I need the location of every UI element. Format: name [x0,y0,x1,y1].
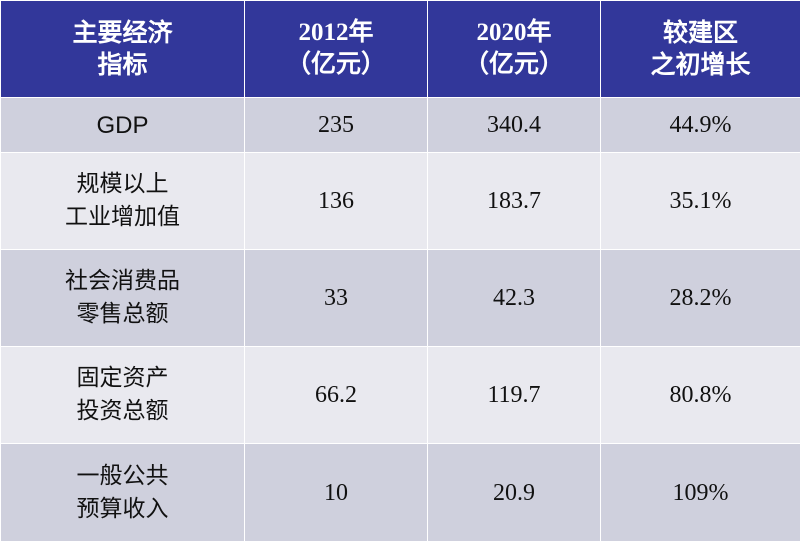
header-2020-line1: 2020年 [428,17,600,49]
row-label-line1: GDP [1,109,244,142]
header-2012: 2012年 （亿元） [245,1,428,98]
header-row: 主要经济 指标 2012年 （亿元） 2020年 （亿元） 较建区 之初增长 [1,1,800,98]
cell-2020: 119.7 [428,347,601,444]
header-2012-line2: （亿元） [245,49,427,81]
header-growth-line2: 之初增长 [601,49,800,81]
cell-2012: 136 [245,153,428,250]
table-row: GDP 235 340.4 44.9% [1,98,800,153]
table-row: 固定资产 投资总额 66.2 119.7 80.8% [1,347,800,444]
header-2012-line1: 2012年 [245,17,427,49]
header-indicator-line2: 指标 [1,49,244,81]
cell-growth: 44.9% [601,98,800,153]
row-label-line2: 预算收入 [1,493,244,526]
header-indicator-line1: 主要经济 [1,17,244,49]
cell-2012: 235 [245,98,428,153]
row-label-line1: 固定资产 [1,362,244,395]
table-header: 主要经济 指标 2012年 （亿元） 2020年 （亿元） 较建区 之初增长 [1,1,800,98]
header-2020-line2: （亿元） [428,49,600,81]
cell-growth: 80.8% [601,347,800,444]
cell-2020: 183.7 [428,153,601,250]
cell-2020: 340.4 [428,98,601,153]
cell-2012: 33 [245,250,428,347]
cell-growth: 109% [601,444,800,542]
row-label: 规模以上 工业增加值 [1,153,245,250]
row-label: 固定资产 投资总额 [1,347,245,444]
table-row: 一般公共 预算收入 10 20.9 109% [1,444,800,542]
header-2020: 2020年 （亿元） [428,1,601,98]
table-row: 规模以上 工业增加值 136 183.7 35.1% [1,153,800,250]
row-label-line1: 规模以上 [1,168,244,201]
header-growth-line1: 较建区 [601,17,800,49]
cell-2020: 20.9 [428,444,601,542]
row-label: 社会消费品 零售总额 [1,250,245,347]
row-label-line2: 投资总额 [1,395,244,428]
row-label-line2: 零售总额 [1,298,244,331]
row-label-line1: 一般公共 [1,460,244,493]
cell-growth: 35.1% [601,153,800,250]
cell-2020: 42.3 [428,250,601,347]
table-body: GDP 235 340.4 44.9% 规模以上 工业增加值 136 183.7… [1,98,800,542]
row-label: 一般公共 预算收入 [1,444,245,542]
row-label: GDP [1,98,245,153]
row-label-line2: 工业增加值 [1,201,244,234]
cell-2012: 10 [245,444,428,542]
header-indicator: 主要经济 指标 [1,1,245,98]
cell-growth: 28.2% [601,250,800,347]
cell-2012: 66.2 [245,347,428,444]
table-row: 社会消费品 零售总额 33 42.3 28.2% [1,250,800,347]
row-label-line1: 社会消费品 [1,265,244,298]
header-growth: 较建区 之初增长 [601,1,800,98]
